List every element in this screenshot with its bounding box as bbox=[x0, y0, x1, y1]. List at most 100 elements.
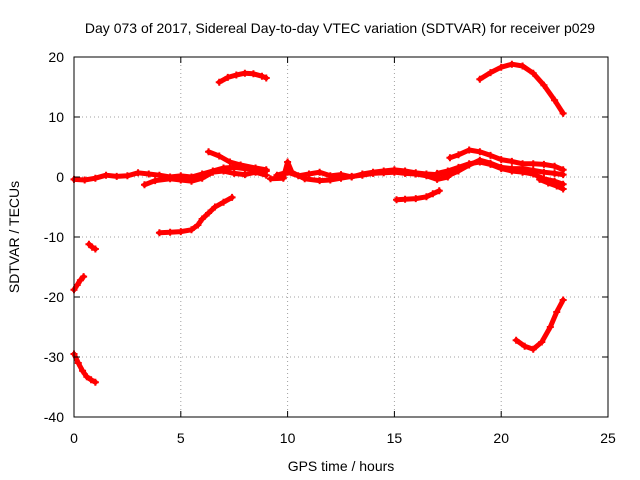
data-point bbox=[393, 196, 401, 204]
data-point bbox=[232, 71, 240, 79]
data-series-arc-10 bbox=[267, 158, 452, 185]
data-point bbox=[454, 151, 462, 159]
data-point bbox=[390, 168, 398, 176]
grid-lines bbox=[74, 57, 608, 417]
data-point bbox=[194, 221, 202, 229]
data-point bbox=[551, 96, 559, 104]
series-trace bbox=[537, 176, 566, 192]
data-point bbox=[476, 75, 484, 83]
data-point bbox=[187, 226, 195, 234]
x-tick-label: 10 bbox=[280, 430, 296, 446]
data-series-arc-8 bbox=[215, 69, 270, 86]
data-point bbox=[91, 378, 99, 386]
data-point bbox=[401, 195, 409, 203]
data-point bbox=[79, 367, 87, 375]
y-tick-label: 10 bbox=[48, 109, 64, 125]
data-point bbox=[224, 73, 232, 81]
data-point bbox=[237, 161, 245, 169]
data-point bbox=[220, 198, 228, 206]
data-point bbox=[487, 159, 495, 167]
data-point bbox=[487, 69, 495, 77]
x-tick-label: 0 bbox=[70, 430, 78, 446]
data-series-arc-16 bbox=[476, 60, 567, 117]
data-series-arc-1 bbox=[70, 350, 99, 386]
data-point bbox=[205, 148, 213, 156]
data-point bbox=[465, 161, 473, 169]
data-point bbox=[252, 164, 260, 172]
x-tick-label: 15 bbox=[387, 430, 403, 446]
data-point bbox=[81, 176, 89, 184]
data-point bbox=[76, 276, 84, 284]
y-tick-label: 0 bbox=[56, 169, 64, 185]
data-point bbox=[546, 323, 554, 331]
y-tick-label: -40 bbox=[44, 409, 64, 425]
data-point bbox=[230, 169, 238, 177]
data-series-layer bbox=[70, 60, 567, 386]
data-point bbox=[73, 281, 81, 289]
data-point bbox=[211, 203, 219, 211]
data-series-arc-3 bbox=[85, 240, 99, 253]
data-point bbox=[529, 166, 537, 174]
series-trace bbox=[71, 274, 87, 293]
data-point bbox=[444, 172, 452, 180]
data-point bbox=[258, 72, 266, 80]
data-point bbox=[305, 170, 313, 178]
data-point bbox=[540, 160, 548, 168]
y-axis-tick-labels: -40 -30 -20 -10 0 10 20 bbox=[44, 49, 64, 425]
data-point bbox=[497, 156, 505, 164]
y-tick-label: -30 bbox=[44, 349, 64, 365]
data-point bbox=[262, 166, 270, 174]
data-point bbox=[177, 228, 185, 236]
data-point bbox=[559, 296, 567, 304]
data-point bbox=[446, 154, 454, 162]
data-point bbox=[454, 167, 462, 175]
data-point bbox=[544, 179, 552, 187]
data-point bbox=[412, 195, 420, 203]
data-point bbox=[155, 171, 163, 179]
data-series-arc-11 bbox=[393, 187, 443, 204]
data-point bbox=[241, 171, 249, 179]
data-point bbox=[316, 168, 324, 176]
data-point bbox=[74, 359, 82, 367]
data-point bbox=[177, 176, 185, 184]
data-point bbox=[529, 160, 537, 168]
data-point bbox=[262, 74, 270, 82]
data-point bbox=[487, 151, 495, 159]
data-point bbox=[151, 177, 159, 185]
data-point bbox=[198, 215, 206, 223]
data-point bbox=[476, 148, 484, 156]
data-point bbox=[187, 177, 195, 185]
data-point bbox=[198, 174, 206, 182]
data-point bbox=[508, 157, 516, 165]
data-series-arc-17 bbox=[512, 296, 567, 353]
data-point bbox=[559, 171, 567, 179]
data-point bbox=[412, 170, 420, 178]
y-tick-label: -10 bbox=[44, 229, 64, 245]
data-point bbox=[279, 174, 287, 182]
data-point bbox=[422, 193, 430, 201]
x-tick-label: 20 bbox=[493, 430, 509, 446]
data-point bbox=[348, 172, 356, 180]
x-tick-label: 5 bbox=[177, 430, 185, 446]
data-point bbox=[369, 169, 377, 177]
data-point bbox=[284, 158, 292, 166]
data-point bbox=[540, 81, 548, 89]
data-point bbox=[102, 171, 110, 179]
series-trace bbox=[71, 351, 98, 385]
data-point bbox=[205, 209, 213, 217]
data-point bbox=[465, 146, 473, 154]
data-point bbox=[536, 175, 544, 183]
data-series-arc-15 bbox=[536, 175, 567, 193]
data-point bbox=[538, 338, 546, 346]
data-point bbox=[145, 170, 153, 178]
data-point bbox=[267, 175, 275, 183]
data-point bbox=[80, 273, 88, 281]
data-point bbox=[166, 228, 174, 236]
data-point bbox=[497, 163, 505, 171]
data-point bbox=[529, 345, 537, 353]
data-series-arc-5 bbox=[140, 167, 270, 189]
data-point bbox=[209, 168, 217, 176]
data-point bbox=[508, 60, 516, 68]
data-point bbox=[559, 185, 567, 193]
